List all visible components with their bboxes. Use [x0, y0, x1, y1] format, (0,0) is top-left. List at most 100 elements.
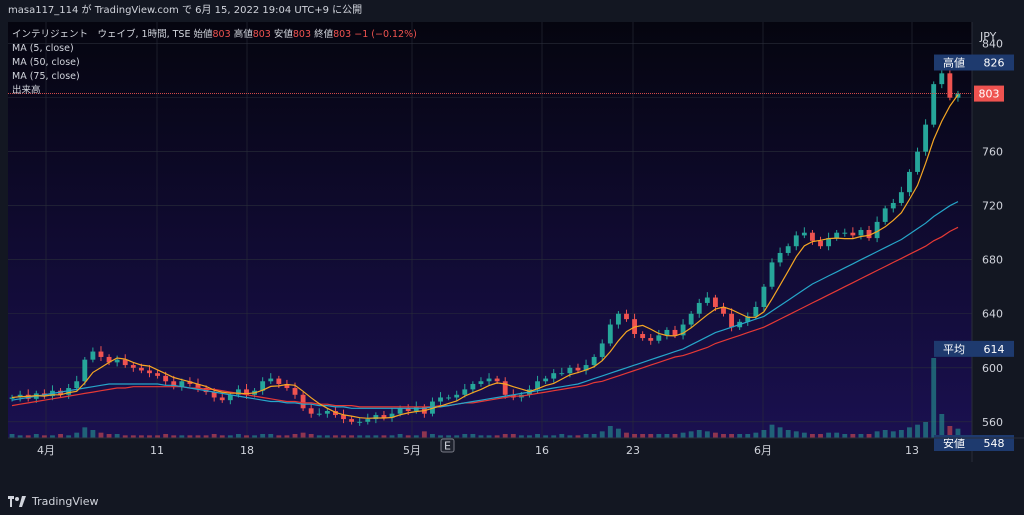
candle-body: [227, 394, 233, 401]
price-tag-value: 803: [979, 88, 1000, 101]
candle-body: [413, 406, 419, 411]
grid-lines: [8, 22, 972, 438]
volume-bar: [664, 434, 670, 438]
volume-bar: [244, 435, 249, 438]
volume-bar: [284, 435, 290, 438]
candle-body: [438, 397, 443, 402]
volume-bar: [98, 432, 104, 438]
candle: [179, 378, 185, 391]
candle: [389, 408, 395, 422]
tradingview-logo[interactable]: TradingView: [8, 495, 98, 508]
volume-bar: [114, 434, 120, 438]
tradingview-logo-icon: [8, 496, 26, 507]
volume-bar: [648, 434, 654, 438]
candle-body: [276, 378, 282, 384]
candle: [58, 388, 63, 398]
candle: [559, 367, 565, 376]
volume-bar: [591, 434, 597, 438]
candle-body: [874, 221, 880, 239]
volume-bar: [923, 422, 929, 438]
volume-bar: [163, 434, 169, 438]
plot-background: [8, 22, 972, 438]
legend-volume[interactable]: 出来高: [12, 85, 41, 96]
candle: [599, 339, 605, 362]
candle-body: [898, 192, 904, 203]
earnings-event-marker[interactable]: E: [440, 438, 455, 453]
volume-bar: [583, 434, 589, 438]
candle-body: [850, 232, 856, 236]
candle-body: [58, 390, 63, 395]
time-axis-ticks: 4月 11 18 5月 16 23 6月 13: [37, 444, 919, 457]
price-tag-value-bg: [974, 435, 1014, 451]
volume-bar: [785, 430, 791, 438]
candle-body: [866, 230, 872, 239]
candle-body: [607, 324, 613, 344]
candle-body: [777, 252, 783, 263]
candle-body: [203, 388, 209, 393]
volume-bar: [527, 435, 532, 438]
candle-body: [9, 397, 15, 399]
legend-ma50[interactable]: MA (50, close): [12, 57, 80, 68]
price-tag-label-bg: [934, 435, 974, 451]
volume-bar: [268, 434, 274, 438]
volume-bar: [171, 435, 177, 438]
volume-bar: [939, 414, 945, 438]
candle-body: [575, 367, 581, 371]
volume-bar: [874, 431, 880, 438]
volume-bar: [211, 434, 217, 438]
candle-body: [446, 397, 452, 399]
volume-bar: [9, 434, 15, 438]
volume-bar: [632, 434, 637, 438]
volume-bar: [955, 428, 961, 438]
legend-ma5[interactable]: MA (5, close): [12, 43, 74, 54]
volume-bar: [252, 435, 258, 438]
volume-bar: [559, 434, 565, 438]
candle-body: [729, 313, 735, 328]
candle: [866, 225, 872, 241]
volume-bar: [502, 434, 508, 438]
open-label: 始値: [193, 29, 213, 40]
candle-body: [648, 338, 654, 341]
time-tick: 18: [240, 444, 254, 457]
volume-bar: [696, 430, 702, 438]
candle: [898, 186, 904, 206]
time-tick: 4月: [37, 444, 55, 457]
candle: [818, 236, 823, 249]
volume-bar: [292, 434, 298, 438]
candle: [260, 377, 266, 395]
volume-bar: [438, 435, 443, 438]
candle-body: [599, 343, 605, 357]
volume-bar: [147, 435, 152, 438]
price-chart[interactable]: JPY 560600640680720760800840 高値826803平均6…: [0, 22, 1024, 488]
candle: [648, 334, 654, 345]
candle: [947, 67, 953, 101]
candle-body: [834, 232, 840, 239]
candle: [122, 354, 128, 368]
candle-body: [842, 232, 848, 234]
volume-bar: [155, 435, 160, 438]
candle-body: [349, 419, 355, 422]
price-tick: 680: [982, 254, 1003, 267]
price-tag-value: 826: [984, 57, 1005, 70]
volume-bar: [858, 434, 864, 438]
chart-legend: インテリジェント ウェイブ, 1時間, TSE 始値803 高値803 安値80…: [12, 28, 417, 98]
candle: [438, 392, 443, 406]
price-tick: 600: [982, 362, 1003, 375]
candle-body: [138, 367, 144, 371]
open-value: 803: [212, 29, 231, 40]
volume-bar: [777, 427, 783, 438]
volume-bar: [729, 434, 735, 438]
candle-body: [98, 351, 104, 357]
volume-bar: [890, 431, 896, 438]
volume-bar: [680, 432, 686, 438]
volume-bar: [801, 432, 807, 438]
price-tag-label: 平均: [943, 343, 965, 356]
volume-bar: [130, 435, 136, 438]
candle-body: [381, 415, 387, 418]
high-label: 高値: [233, 29, 253, 40]
candle-body: [688, 313, 694, 325]
candle: [826, 232, 832, 251]
candle-body: [947, 73, 953, 98]
candle-body: [907, 171, 912, 193]
legend-ma75[interactable]: MA (75, close): [12, 71, 80, 82]
